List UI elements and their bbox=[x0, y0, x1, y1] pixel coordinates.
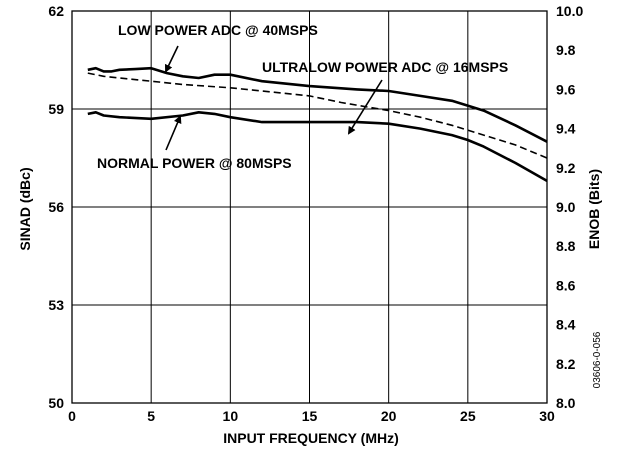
y2-tick-labels: 8.0 8.2 8.4 8.6 8.8 9.0 9.2 9.4 9.6 9.8 10.0 bbox=[556, 3, 583, 411]
y2-tick-label: 8.2 bbox=[556, 356, 576, 372]
y2-tick-label: 9.0 bbox=[556, 199, 576, 215]
x-tick-label: 15 bbox=[302, 408, 318, 424]
series-line-1 bbox=[87, 72, 548, 159]
x-tick-label: 20 bbox=[381, 408, 397, 424]
annotation-arrow bbox=[164, 45, 179, 73]
x-tick-label: 10 bbox=[223, 408, 239, 424]
y-tick-label: 56 bbox=[48, 199, 64, 215]
y2-tick-label: 9.6 bbox=[556, 81, 576, 97]
annotation-label: NORMAL POWER @ 80MSPS bbox=[97, 155, 292, 171]
x-tick-labels: 0 5 10 15 20 25 30 bbox=[68, 408, 555, 424]
y2-axis-title: ENOB (Bits) bbox=[586, 169, 602, 249]
x-tick-label: 5 bbox=[147, 408, 155, 424]
y-tick-label: 59 bbox=[48, 101, 64, 117]
x-axis-title: INPUT FREQUENCY (MHz) bbox=[223, 430, 399, 446]
x-tick-label: 30 bbox=[539, 408, 555, 424]
y2-tick-label: 9.8 bbox=[556, 42, 576, 58]
plot-frame bbox=[71, 10, 548, 404]
y2-tick-label: 8.8 bbox=[556, 238, 576, 254]
annotation-arrow bbox=[165, 115, 182, 151]
annotation-label: LOW POWER ADC @ 40MSPS bbox=[118, 22, 318, 38]
figure-id: 03606-0-056 bbox=[592, 331, 603, 388]
y-axis-title: SINAD (dBc) bbox=[17, 167, 33, 250]
annotation-label: ULTRALOW POWER ADC @ 16MSPS bbox=[262, 59, 508, 75]
series-line-0 bbox=[87, 66, 548, 143]
y2-tick-label: 8.4 bbox=[556, 317, 576, 333]
y2-tick-label: 8.6 bbox=[556, 277, 576, 293]
y2-tick-label: 9.2 bbox=[556, 160, 576, 176]
y2-tick-label: 9.4 bbox=[556, 121, 576, 137]
annotations: LOW POWER ADC @ 40MSPS ULTRALOW POWER ADC… bbox=[97, 22, 508, 171]
y2-tick-label: 8.0 bbox=[556, 395, 576, 411]
annotation-arrow bbox=[347, 79, 383, 135]
y2-tick-label: 10.0 bbox=[556, 3, 583, 19]
series-line-2 bbox=[87, 111, 548, 183]
y-tick-label: 53 bbox=[48, 297, 64, 313]
y-tick-label: 62 bbox=[48, 3, 64, 19]
x-tick-label: 0 bbox=[68, 408, 76, 424]
grid-lines bbox=[72, 11, 547, 403]
y-tick-label: 50 bbox=[48, 395, 64, 411]
y-tick-labels: 50 53 56 59 62 bbox=[48, 3, 64, 411]
x-tick-label: 25 bbox=[460, 408, 476, 424]
series-lines bbox=[87, 66, 548, 183]
